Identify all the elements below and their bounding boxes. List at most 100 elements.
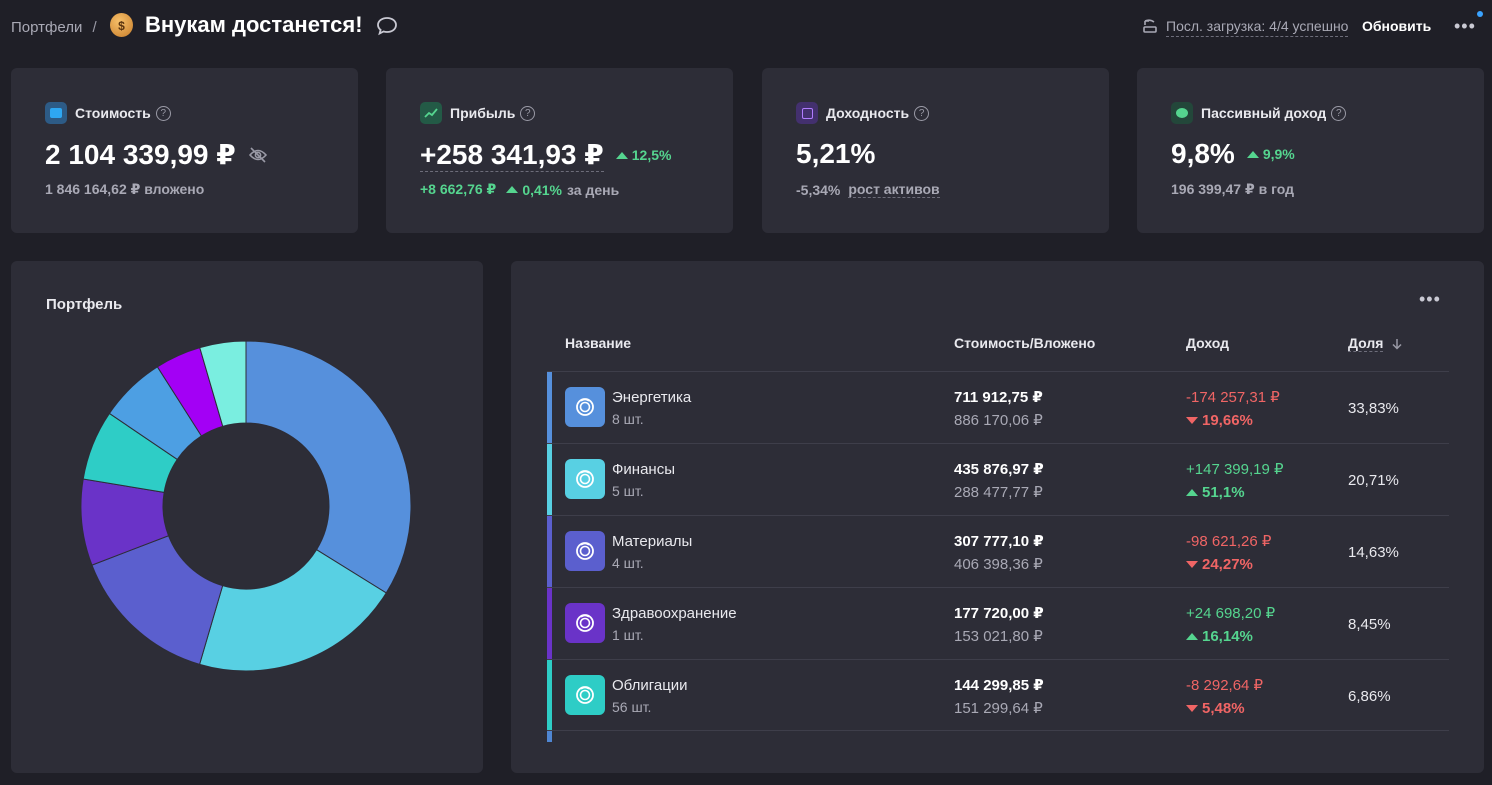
row-income-percent: 51,1% (1186, 484, 1245, 501)
row-name[interactable]: Здравоохранение (612, 605, 737, 622)
eye-off-icon[interactable] (248, 146, 268, 163)
row-name[interactable]: Материалы (612, 533, 693, 550)
calendar-icon (796, 102, 818, 124)
help-icon[interactable]: ? (155, 105, 171, 121)
row-income-percent: 5,48% (1186, 700, 1245, 717)
row-income: +24 698,20 ₽ (1186, 605, 1276, 622)
row-value: 177 720,00 ₽ (954, 605, 1044, 622)
sync-status[interactable]: Посл. загрузка: 4/4 успешно (1166, 18, 1349, 37)
asset-growth-label[interactable]: рост активов (848, 181, 940, 198)
row-invested: 886 170,06 ₽ (954, 412, 1043, 429)
row-count: 4 шт. (612, 555, 644, 571)
chart-icon (420, 102, 442, 124)
piggy-bank-icon (1171, 102, 1193, 124)
row-value: 435 876,97 ₽ (954, 461, 1044, 478)
yield-amount: 5,21% (796, 138, 876, 169)
row-value: 144 299,85 ₽ (954, 677, 1044, 694)
row-income-percent-value: 16,14% (1202, 628, 1253, 645)
value-amount: 2 104 339,99 ₽ (45, 139, 236, 170)
profit-card: Прибыль ? +258 341,93 ₽ 12,5% +8 662,76 … (386, 68, 733, 233)
row-color-bar (547, 516, 552, 588)
table-row[interactable]: Энергетика 8 шт. 711 912,75 ₽ 886 170,06 ₽ -… (547, 371, 1449, 444)
value-label: Стоимость (75, 105, 151, 121)
page-title: Внукам достанется! (145, 12, 363, 37)
row-color-bar (547, 660, 552, 732)
sector-icon (565, 603, 605, 643)
notification-dot (1477, 11, 1483, 17)
sector-icon (565, 387, 605, 427)
profit-change: 12,5% (631, 147, 672, 163)
chat-icon[interactable] (376, 16, 398, 36)
asset-growth-value: -5,34% (796, 181, 841, 198)
help-icon[interactable]: ? (520, 105, 536, 121)
column-header-name[interactable]: Название (565, 335, 632, 351)
row-income-percent: 16,14% (1186, 628, 1253, 645)
arrow-down-icon (1186, 561, 1198, 568)
column-header-income[interactable]: Доход (1186, 335, 1230, 351)
row-count: 1 шт. (612, 627, 644, 643)
row-share: 33,83% (1348, 400, 1399, 417)
donut-slice[interactable] (198, 549, 387, 671)
column-header-share-label: Доля (1348, 335, 1384, 352)
table-row[interactable]: Материалы 4 шт. 307 777,10 ₽ 406 398,36 ₽ -9… (547, 515, 1449, 588)
row-invested: 288 477,77 ₽ (954, 484, 1043, 501)
arrow-up-icon (615, 151, 628, 159)
money-bag-icon: $ (110, 13, 133, 37)
panel-title: Портфель (46, 296, 123, 313)
profit-amount[interactable]: +258 341,93 ₽ (420, 139, 604, 172)
row-invested: 153 021,80 ₽ (954, 628, 1043, 645)
yield-label: Доходность (826, 105, 910, 121)
positions-table-panel: ••• Название Стоимость/Вложено Доход Дол… (511, 261, 1484, 773)
row-income-percent: 19,66% (1186, 412, 1253, 429)
row-value: 307 777,10 ₽ (954, 533, 1044, 550)
row-invested: 151 299,64 ₽ (954, 700, 1043, 717)
donut-slice[interactable] (245, 341, 411, 594)
passive-income-label: Пассивный доход (1201, 105, 1327, 121)
row-name[interactable]: Облигации (612, 677, 688, 694)
row-income-percent-value: 5,48% (1202, 700, 1245, 717)
yield-card: Доходность ? 5,21% -5,34% рост активов (762, 68, 1109, 233)
table-bottom-divider (547, 730, 1449, 731)
help-icon[interactable]: ? (914, 105, 930, 121)
refresh-button[interactable]: Обновить (1362, 18, 1432, 34)
row-name[interactable]: Энергетика (612, 389, 692, 406)
table-row[interactable]: Здравоохранение 1 шт. 177 720,00 ₽ 153 021,… (547, 587, 1449, 660)
row-income: -174 257,31 ₽ (1186, 389, 1280, 406)
breadcrumb: Портфели / (11, 19, 97, 36)
more-icon[interactable]: ••• (1454, 16, 1476, 36)
value-card: Стоимость ? 2 104 339,99 ₽ 1 846 164,62 … (11, 68, 358, 233)
passive-income-yearly: 196 399,47 ₽ в год (1171, 181, 1294, 197)
day-profit-amount: +8 662,76 ₽ (420, 181, 497, 197)
day-label: за день (567, 181, 620, 198)
column-header-value[interactable]: Стоимость/Вложено (954, 335, 1096, 351)
row-share: 20,71% (1348, 472, 1399, 489)
help-icon[interactable]: ? (1331, 105, 1347, 121)
breadcrumb-portfolios-link[interactable]: Портфели (11, 19, 83, 36)
row-income: -98 621,26 ₽ (1186, 533, 1272, 550)
more-icon[interactable]: ••• (1419, 289, 1441, 309)
profit-label: Прибыль (450, 105, 516, 121)
column-header-share[interactable]: Доля (1348, 335, 1403, 352)
breadcrumb-separator: / (92, 19, 97, 36)
row-invested: 406 398,36 ₽ (954, 556, 1043, 573)
row-share: 8,45% (1348, 616, 1391, 633)
arrow-up-icon (506, 186, 519, 193)
row-income-percent-value: 51,1% (1202, 484, 1245, 501)
row-name[interactable]: Финансы (612, 461, 675, 478)
row-count: 8 шт. (612, 411, 644, 427)
passive-income-card: Пассивный доход ? 9,8% 9,9% 196 399,47 ₽… (1137, 68, 1484, 233)
donut-slice[interactable] (199, 341, 247, 427)
table-row[interactable]: Финансы 5 шт. 435 876,97 ₽ 288 477,77 ₽ +147… (547, 443, 1449, 516)
arrow-up-icon (1186, 489, 1198, 496)
arrow-down-icon (1186, 417, 1198, 424)
row-count: 5 шт. (612, 483, 644, 499)
portfolio-donut-chart[interactable] (81, 341, 411, 671)
row-color-bar (547, 588, 552, 660)
table-row[interactable]: Облигации 56 шт. 144 299,85 ₽ 151 299,64 ₽ -… (547, 659, 1449, 732)
day-profit-change: 0,41% (522, 181, 563, 198)
row-income-percent-value: 24,27% (1202, 556, 1253, 573)
portfolio-chart-panel: Портфель (11, 261, 483, 773)
row-share: 14,63% (1348, 544, 1399, 561)
sync-icon (1143, 19, 1157, 33)
sector-icon (565, 459, 605, 499)
